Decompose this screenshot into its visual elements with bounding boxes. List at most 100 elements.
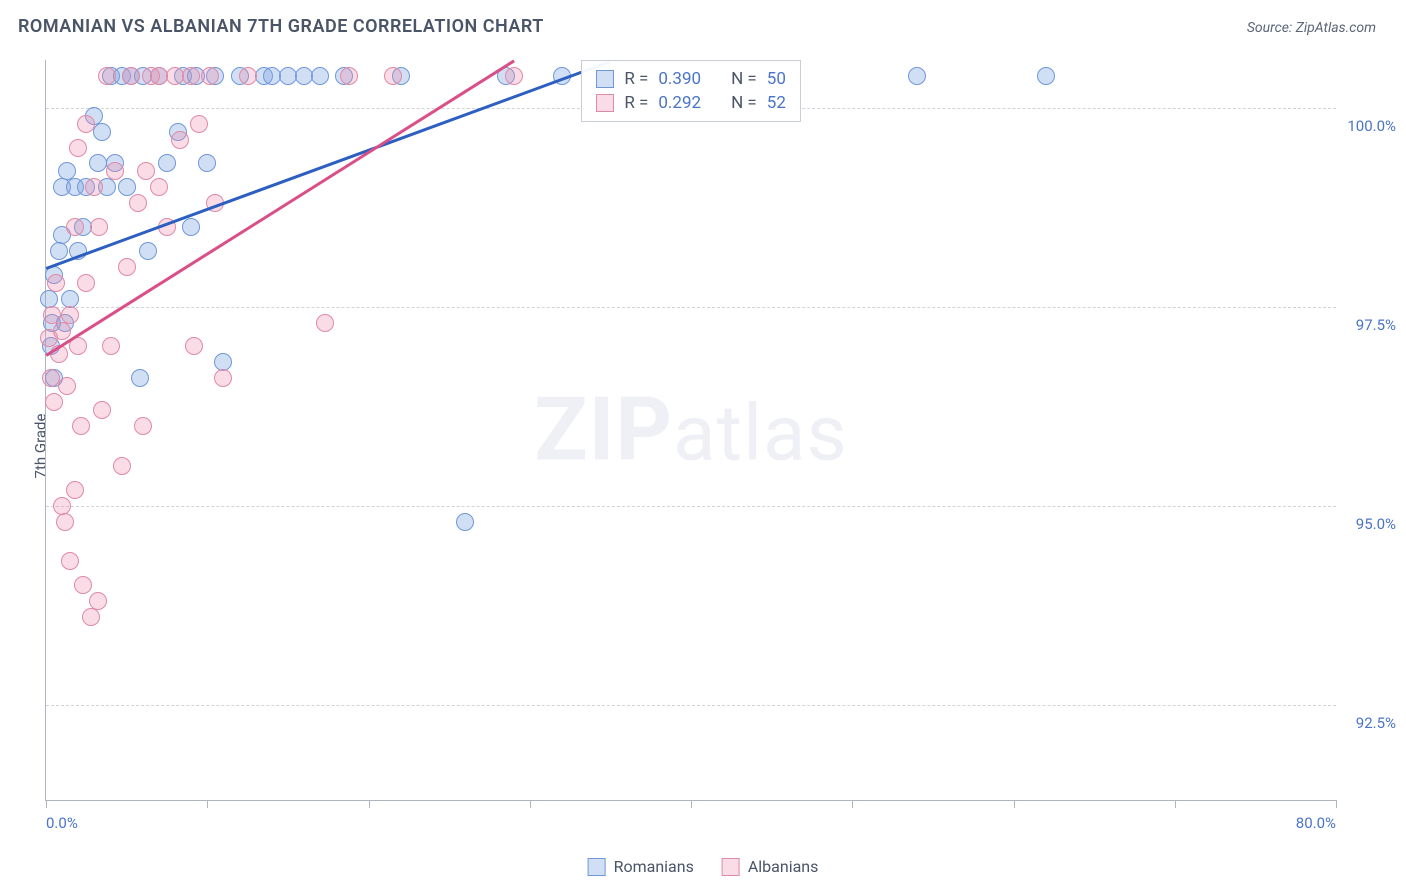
scatter-point <box>1037 67 1055 85</box>
scatter-point <box>182 67 200 85</box>
x-tick-label: 0.0% <box>46 814 78 832</box>
scatter-point <box>198 154 216 172</box>
r-value: 0.390 <box>658 69 701 89</box>
stats-row: R = 0.292 N = 52 <box>596 91 786 115</box>
scatter-point <box>89 592 107 610</box>
scatter-point <box>74 576 92 594</box>
legend: Romanians Albanians <box>588 857 819 876</box>
trend-line <box>46 60 611 269</box>
chart-container: ROMANIAN VS ALBANIAN 7TH GRADE CORRELATI… <box>0 0 1406 892</box>
scatter-point <box>98 67 116 85</box>
x-tick <box>1336 800 1337 808</box>
scatter-point <box>131 369 149 387</box>
scatter-point <box>137 162 155 180</box>
watermark-rest: atlas <box>673 389 848 480</box>
r-label: R = <box>624 69 648 89</box>
legend-item: Romanians <box>588 857 694 876</box>
scatter-point <box>190 115 208 133</box>
scatter-point <box>90 218 108 236</box>
scatter-point <box>93 123 111 141</box>
scatter-point <box>201 67 219 85</box>
scatter-point <box>56 513 74 531</box>
scatter-point <box>134 417 152 435</box>
x-tick <box>852 800 853 808</box>
scatter-point <box>47 274 65 292</box>
scatter-point <box>113 457 131 475</box>
x-tick <box>207 800 208 808</box>
scatter-point <box>340 67 358 85</box>
stats-row: R = 0.390 N = 50 <box>596 67 786 91</box>
gridline <box>46 705 1336 706</box>
scatter-point <box>66 481 84 499</box>
scatter-point <box>89 154 107 172</box>
scatter-point <box>185 337 203 355</box>
n-value: 52 <box>767 93 786 113</box>
scatter-point <box>150 178 168 196</box>
scatter-point <box>85 178 103 196</box>
y-tick-label: 92.5% <box>1341 714 1396 732</box>
scatter-point <box>50 242 68 260</box>
scatter-point <box>102 337 120 355</box>
scatter-point <box>53 322 71 340</box>
scatter-point <box>158 154 176 172</box>
scatter-point <box>106 162 124 180</box>
r-value: 0.292 <box>658 93 701 113</box>
x-tick <box>530 800 531 808</box>
scatter-point <box>239 67 257 85</box>
r-label: R = <box>624 93 648 113</box>
gridline <box>46 307 1336 308</box>
x-tick <box>1175 800 1176 808</box>
x-tick <box>691 800 692 808</box>
legend-label: Albanians <box>748 857 819 876</box>
y-tick-label: 100.0% <box>1341 117 1396 135</box>
scatter-point <box>118 178 136 196</box>
x-tick <box>369 800 370 808</box>
scatter-point <box>456 513 474 531</box>
x-tick-label: 80.0% <box>1296 814 1336 832</box>
trend-line <box>45 60 514 357</box>
legend-label: Romanians <box>614 857 694 876</box>
scatter-point <box>182 218 200 236</box>
scatter-point <box>139 242 157 260</box>
scatter-point <box>45 393 63 411</box>
scatter-point <box>505 67 523 85</box>
chart-title: ROMANIAN VS ALBANIAN 7TH GRADE CORRELATI… <box>18 16 544 37</box>
scatter-point <box>122 67 140 85</box>
stats-box: R = 0.390 N = 50 R = 0.292 N = 52 <box>581 60 801 122</box>
scatter-point <box>171 131 189 149</box>
scatter-point <box>69 139 87 157</box>
watermark-bold: ZIP <box>534 379 673 482</box>
scatter-point <box>118 258 136 276</box>
n-label: N = <box>731 93 757 113</box>
scatter-point <box>214 369 232 387</box>
scatter-point <box>908 67 926 85</box>
x-tick <box>1014 800 1015 808</box>
scatter-point <box>384 67 402 85</box>
y-tick-label: 97.5% <box>1341 316 1396 334</box>
scatter-point <box>82 608 100 626</box>
scatter-point <box>66 218 84 236</box>
series-swatch <box>596 70 614 88</box>
scatter-point <box>93 401 111 419</box>
series-swatch <box>596 94 614 112</box>
legend-swatch <box>588 858 606 876</box>
scatter-point <box>58 377 76 395</box>
n-value: 50 <box>767 69 786 89</box>
scatter-point <box>61 306 79 324</box>
x-tick <box>46 800 47 808</box>
plot-area: ZIPatlas 92.5%95.0%97.5%100.0%0.0%80.0%R… <box>45 60 1336 801</box>
legend-item: Albanians <box>722 857 819 876</box>
legend-swatch <box>722 858 740 876</box>
n-label: N = <box>731 69 757 89</box>
y-tick-label: 95.0% <box>1341 515 1396 533</box>
scatter-point <box>77 115 95 133</box>
source-attribution: Source: ZipAtlas.com <box>1247 20 1376 36</box>
scatter-point <box>129 194 147 212</box>
gridline <box>46 506 1336 507</box>
scatter-point <box>311 67 329 85</box>
scatter-point <box>316 314 334 332</box>
watermark: ZIPatlas <box>534 379 847 482</box>
scatter-point <box>77 274 95 292</box>
scatter-point <box>72 417 90 435</box>
scatter-point <box>61 552 79 570</box>
